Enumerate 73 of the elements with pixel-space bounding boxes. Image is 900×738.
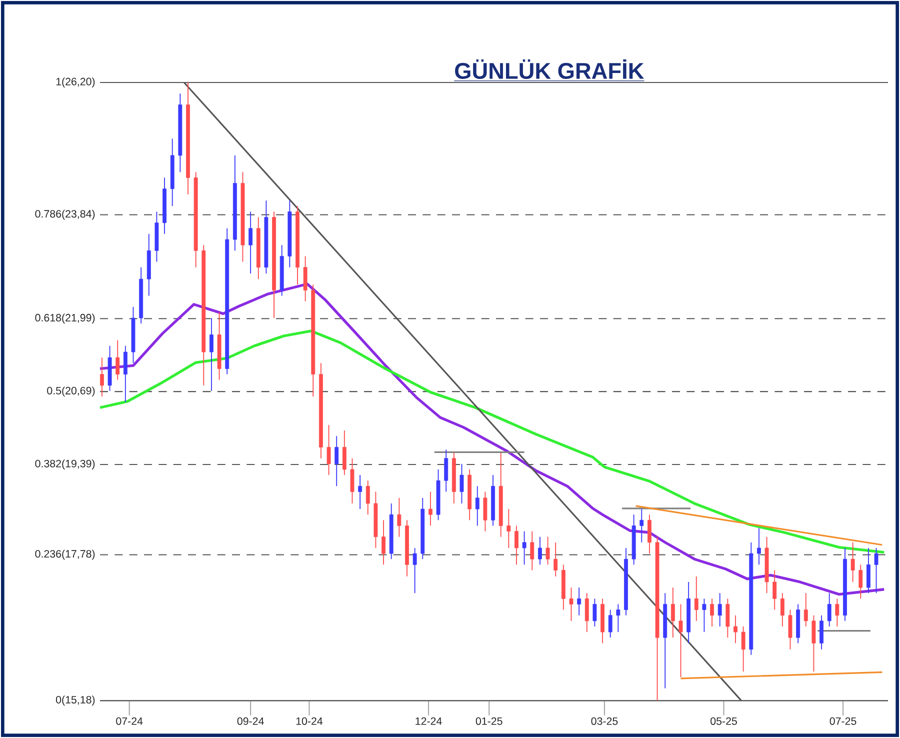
candlestick [123,345,128,403]
x-tick-label: 07-25 [830,717,856,725]
candlestick [734,614,738,644]
candlestick [475,486,480,526]
candlestick [460,463,464,504]
candlestick [514,525,518,566]
candlestick [694,576,698,622]
candlestick [569,587,574,622]
candlestick [756,528,761,566]
candlestick [530,530,534,571]
candlestick [444,449,448,492]
candlestick [546,536,550,566]
candlestick [850,542,855,582]
x-tick-label: 09-24 [237,717,264,725]
x-tick-label: 12-24 [416,717,442,725]
candlestick [342,430,346,476]
candlestick [382,520,386,566]
candlestick [741,626,746,672]
candlestick [397,497,402,538]
candlestick [248,211,253,274]
ref-line-label: 1(26,20) [56,78,95,88]
x-tick-label: 03-25 [591,717,618,725]
candlestick [358,474,362,510]
candlestick [522,530,526,566]
candlestick [554,542,558,577]
ref-line-label: 0(15,18) [56,696,95,706]
candlestick [820,614,824,650]
candlestick [788,609,792,650]
candlestick [506,508,511,548]
candlestick [538,536,542,566]
candlestick [812,614,816,672]
x-tick-label: 01-25 [476,717,502,725]
ref-line-label: 0.236(17,78) [35,550,95,560]
candlestick [326,424,331,476]
candlestick [116,340,120,380]
candlestick [670,587,675,638]
ref-line-label: 0.382(19,39) [35,460,95,470]
candlestick [702,598,706,633]
candlestick [483,491,488,532]
candlestick [678,604,683,678]
candlestick [858,564,863,600]
candlestick [584,592,589,633]
x-tick-label: 05-25 [710,717,737,725]
candlestick [608,609,612,638]
candlestick [780,592,784,627]
ref-line-label: 0.618(21,99) [35,314,95,324]
candlestick [334,436,339,487]
candlestick [804,592,808,627]
candlestick [100,357,104,397]
candlestick [835,598,840,627]
candlestick [772,570,777,610]
x-tick-label: 10-24 [296,717,323,725]
candlestick [827,592,832,627]
candlestick [412,547,417,594]
candlestick [866,547,870,594]
candlestick [350,458,354,504]
candlestick [577,587,582,616]
candlestick [640,508,644,543]
candlestick [616,604,620,633]
candlestick [210,318,214,392]
chart-title: GÜNLÜK GRAFİK [455,59,644,79]
ref-line-label: 0.5(20,69) [47,386,95,397]
ref-line-label: 0.786(23,84) [35,210,95,220]
candlestick [874,547,878,594]
candlestick [710,598,714,627]
candlestick [718,592,722,627]
candlestick [726,598,730,638]
candlestick [366,480,370,516]
x-tick-label: 07-24 [116,717,143,725]
candlestick [303,256,308,302]
candlestick [428,491,432,526]
candlestick [647,514,652,554]
candlestick [592,598,597,627]
